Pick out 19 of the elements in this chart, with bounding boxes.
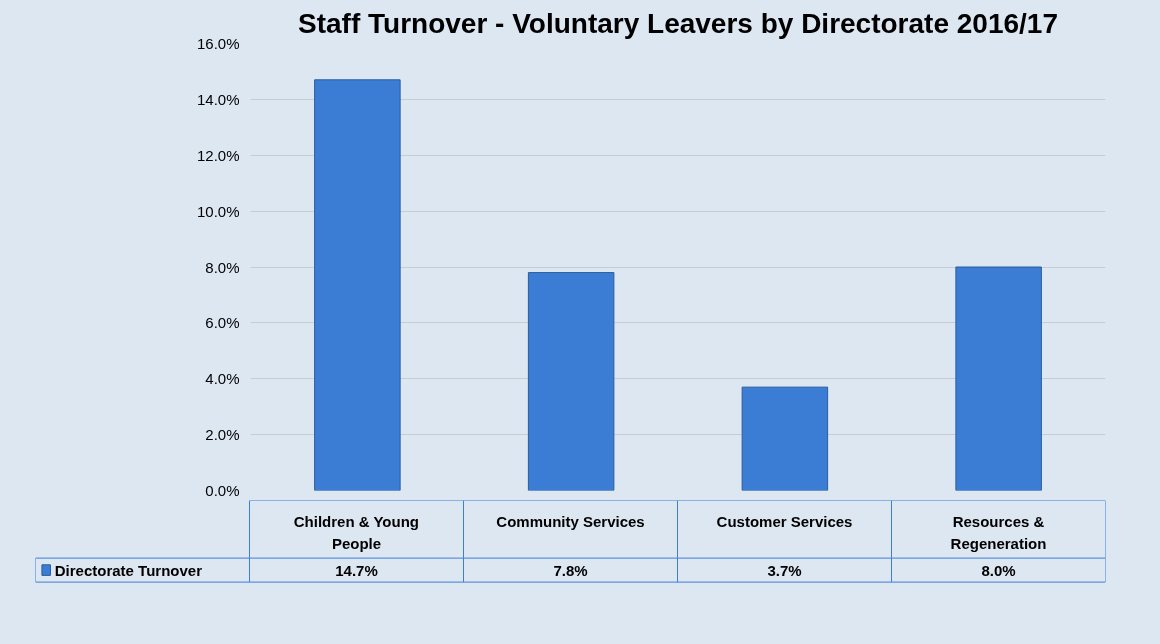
y-tick-label: 8.0% (205, 258, 240, 276)
chart-title: Staff Turnover - Voluntary Leavers by Directorate 2016/17 (298, 7, 1058, 39)
y-tick-label: 6.0% (205, 314, 240, 332)
text: 7.8% (553, 561, 588, 579)
y-tick-label: 16.0% (196, 35, 240, 52)
y-tick-label: 14.0% (196, 90, 240, 108)
y-tick-label: 10.0% (196, 202, 240, 220)
y-tick-label: 0.0% (205, 482, 240, 499)
x-tick-label: Resources & Regeneration (950, 512, 1047, 552)
legend-label: Directorate Turnover (54, 561, 203, 579)
y-tick-label: 12.0% (196, 146, 240, 164)
y-tick-label: 4.0% (205, 370, 240, 388)
text: 8.0% (981, 561, 1016, 579)
y-tick-label: 2.0% (205, 426, 240, 444)
text: 3.7% (767, 561, 802, 579)
x-tick-label: Children & Young People (293, 512, 420, 552)
x-tick-label: Customer Services (716, 512, 853, 530)
x-tick-label: Community Services (496, 512, 645, 530)
text: 14.7% (335, 561, 378, 579)
